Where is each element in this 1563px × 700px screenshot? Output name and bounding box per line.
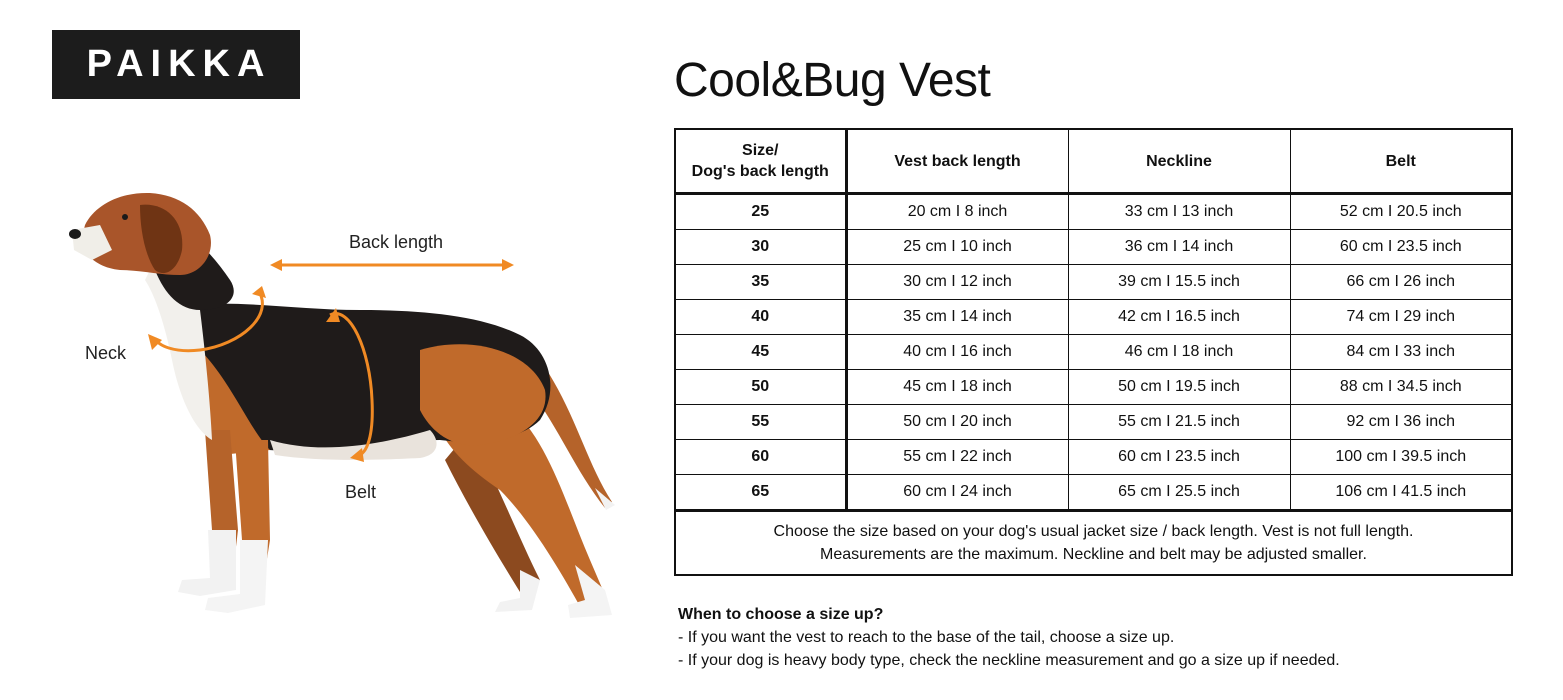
size-cell: 65 <box>674 474 848 511</box>
dog-tail <box>530 360 612 508</box>
dog-hind-leg-back <box>445 430 540 600</box>
footnote-line2: Measurements are the maximum. Neckline a… <box>820 546 1367 563</box>
vest-back-length-cell: 25 cm I 10 inch <box>845 229 1069 265</box>
belt-cell: 52 cm I 20.5 inch <box>1289 193 1513 230</box>
belt-cell: 88 cm I 34.5 inch <box>1289 369 1513 405</box>
header-neckline: Neckline <box>1067 128 1291 195</box>
header-size: Size/ Dog's back length <box>674 128 848 195</box>
neckline-cell: 33 cm I 13 inch <box>1067 193 1291 230</box>
table-footnote-row: Choose the size based on your dog's usua… <box>674 509 1513 576</box>
table-row: 55 50 cm I 20 inch 55 cm I 21.5 inch 92 cm … <box>674 404 1513 440</box>
dog-ear <box>140 204 183 274</box>
belt-cell: 92 cm I 36 inch <box>1289 404 1513 440</box>
back-length-arrow-left <box>270 259 282 271</box>
belt-measure-curve <box>329 312 374 457</box>
table-row: 25 20 cm I 8 inch 33 cm I 13 inch 52 cm I 2… <box>674 193 1513 230</box>
neckline-cell: 42 cm I 16.5 inch <box>1067 299 1291 335</box>
table-row: 40 35 cm I 14 inch 42 cm I 16.5 inch 74 cm … <box>674 299 1513 335</box>
size-cell: 25 <box>674 193 848 230</box>
dog-hind-leg-front <box>440 390 605 610</box>
tips-item: - If your dog is heavy body type, check … <box>678 652 1340 669</box>
belt-cell: 66 cm I 26 inch <box>1289 264 1513 300</box>
neckline-cell: 65 cm I 25.5 inch <box>1067 474 1291 511</box>
vest-back-length-cell: 50 cm I 20 inch <box>845 404 1069 440</box>
size-cell: 45 <box>674 334 848 370</box>
table-header-row: Size/ Dog's back length Vest back length… <box>674 128 1513 195</box>
vest-back-length-cell: 20 cm I 8 inch <box>845 193 1069 230</box>
neck-label: Neck <box>85 343 127 363</box>
vest-back-length-cell: 60 cm I 24 inch <box>845 474 1069 511</box>
neckline-cell: 60 cm I 23.5 inch <box>1067 439 1291 475</box>
size-cell: 50 <box>674 369 848 405</box>
neckline-cell: 50 cm I 19.5 inch <box>1067 369 1291 405</box>
vest-back-length-cell: 55 cm I 22 inch <box>845 439 1069 475</box>
header-vest-back-length: Vest back length <box>845 128 1069 195</box>
table-row: 30 25 cm I 10 inch 36 cm I 14 inch 60 cm I … <box>674 229 1513 265</box>
belt-cell: 100 cm I 39.5 inch <box>1289 439 1513 475</box>
size-cell: 60 <box>674 439 848 475</box>
table-row: 50 45 cm I 18 inch 50 cm I 19.5 inch 88 cm … <box>674 369 1513 405</box>
table-row: 45 40 cm I 16 inch 46 cm I 18 inch 84 cm I … <box>674 334 1513 370</box>
size-cell: 35 <box>674 264 848 300</box>
belt-cell: 74 cm I 29 inch <box>1289 299 1513 335</box>
header-size-line1: Size/ <box>742 142 779 159</box>
tips-title: When to choose a size up? <box>678 606 884 623</box>
dog-illustration <box>69 192 615 618</box>
vest-back-length-cell: 30 cm I 12 inch <box>845 264 1069 300</box>
neckline-cell: 36 cm I 14 inch <box>1067 229 1291 265</box>
size-cell: 40 <box>674 299 848 335</box>
belt-cell: 106 cm I 41.5 inch <box>1289 474 1513 511</box>
belt-cell: 60 cm I 23.5 inch <box>1289 229 1513 265</box>
dog-measurement-illustration: Back length Neck Belt <box>0 110 660 700</box>
back-length-arrow-right <box>502 259 514 271</box>
neckline-cell: 39 cm I 15.5 inch <box>1067 264 1291 300</box>
size-up-tips: When to choose a size up? - If you want … <box>678 603 1340 672</box>
vest-back-length-cell: 45 cm I 18 inch <box>845 369 1069 405</box>
table-row: 35 30 cm I 12 inch 39 cm I 15.5 inch 66 cm … <box>674 264 1513 300</box>
neckline-cell: 55 cm I 21.5 inch <box>1067 404 1291 440</box>
brand-logo-text: PAIKKA <box>86 43 272 85</box>
footnote-line1: Choose the size based on your dog's usua… <box>773 523 1414 540</box>
table-footnote: Choose the size based on your dog's usua… <box>674 509 1513 576</box>
vest-back-length-cell: 40 cm I 16 inch <box>845 334 1069 370</box>
belt-cell: 84 cm I 33 inch <box>1289 334 1513 370</box>
brand-logo: PAIKKA <box>52 30 300 99</box>
size-cell: 55 <box>674 404 848 440</box>
size-chart-table: Size/ Dog's back length Vest back length… <box>674 128 1513 576</box>
table-row: 65 60 cm I 24 inch 65 cm I 25.5 inch 106 cm… <box>674 474 1513 511</box>
header-size-line2: Dog's back length <box>691 163 829 180</box>
neck-measure-curve <box>153 289 264 353</box>
table-row: 60 55 cm I 22 inch 60 cm I 23.5 inch 100 cm… <box>674 439 1513 475</box>
tips-item: - If you want the vest to reach to the b… <box>678 629 1175 646</box>
belt-label: Belt <box>345 482 377 502</box>
neckline-cell: 46 cm I 18 inch <box>1067 334 1291 370</box>
back-length-label: Back length <box>349 232 444 252</box>
vest-back-length-cell: 35 cm I 14 inch <box>845 299 1069 335</box>
header-belt: Belt <box>1289 128 1513 195</box>
page-title: Cool&Bug Vest <box>674 54 991 107</box>
dog-chest <box>145 270 212 440</box>
size-cell: 30 <box>674 229 848 265</box>
